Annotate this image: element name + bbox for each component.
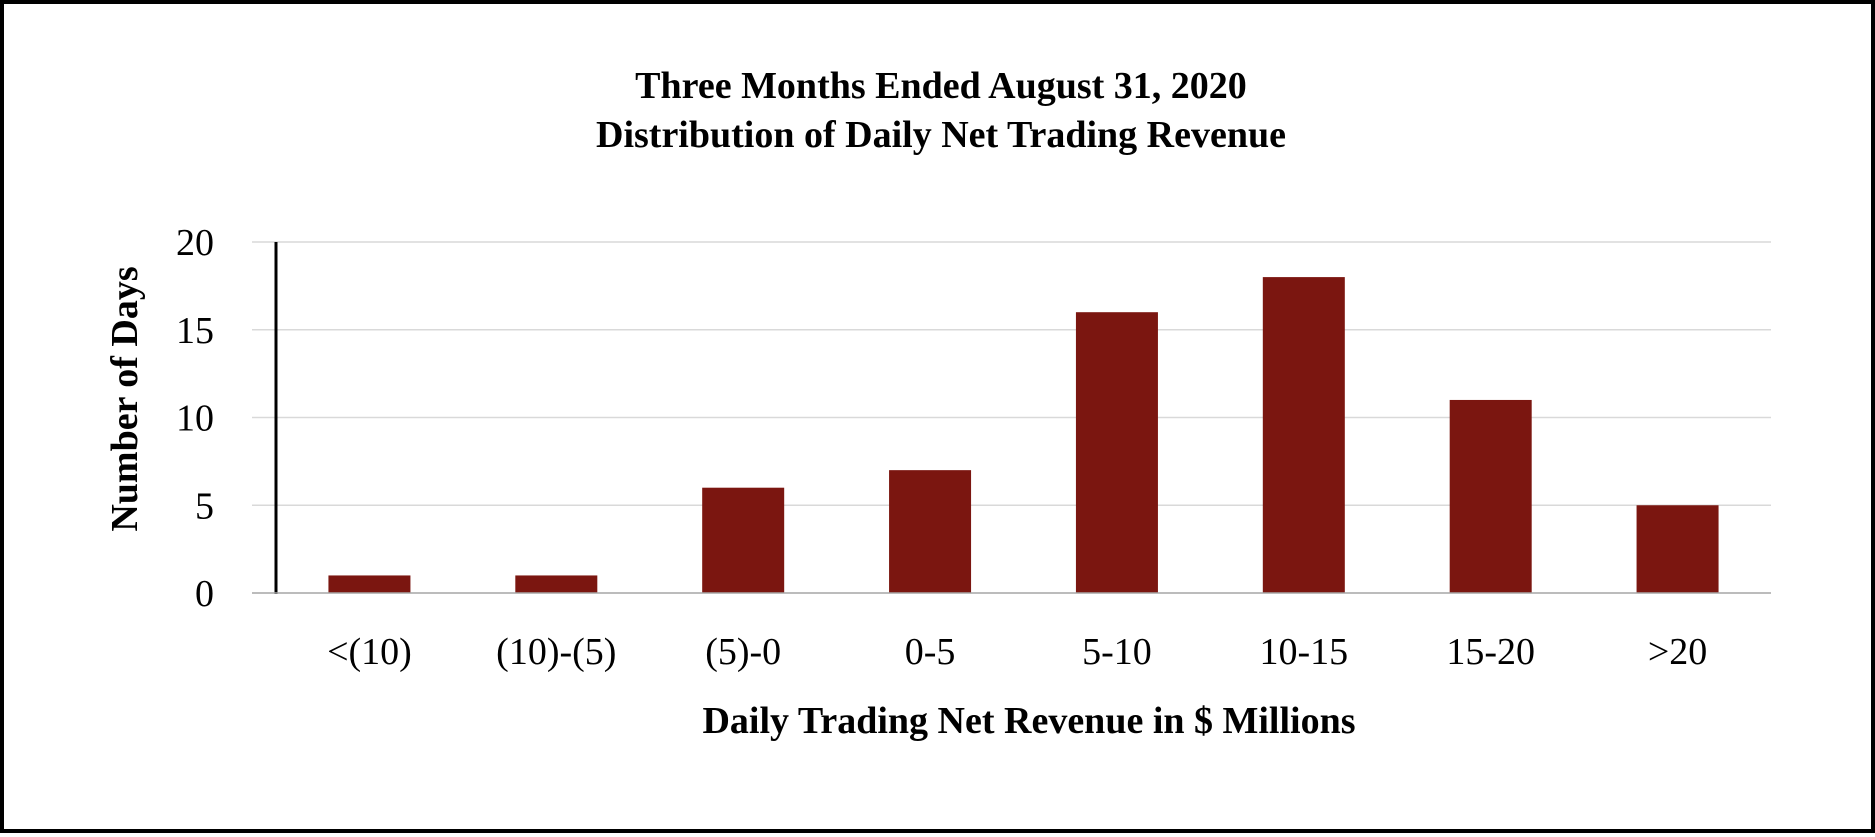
y-tick-label: 5 xyxy=(195,485,214,527)
bar-chart: Three Months Ended August 31, 2020 Distr… xyxy=(104,65,1771,742)
bar xyxy=(515,575,598,593)
bar xyxy=(1262,277,1345,593)
chart-subtitle: Distribution of Daily Net Trading Revenu… xyxy=(596,114,1286,156)
y-axis-title: Number of Days xyxy=(104,266,146,531)
y-tick-label: 20 xyxy=(176,222,214,264)
x-axis-title: Daily Trading Net Revenue in $ Millions xyxy=(702,700,1355,742)
x-category-labels: <(10) (10)-(5) (5)-0 0-5 5-10 10-15 15-20 >20 xyxy=(327,631,1707,673)
x-category-label: <(10) xyxy=(327,631,412,673)
y-tick-label: 0 xyxy=(195,573,214,615)
bar xyxy=(328,575,411,593)
x-category-label: 15-20 xyxy=(1446,631,1535,673)
x-category-label: 5-10 xyxy=(1082,631,1152,673)
x-category-label: 0-5 xyxy=(905,631,956,673)
bar xyxy=(702,487,785,593)
y-tick-label: 15 xyxy=(176,310,214,352)
y-tick-label: 10 xyxy=(176,398,214,440)
bar xyxy=(1075,312,1158,593)
x-category-label: >20 xyxy=(1648,631,1707,673)
bars xyxy=(328,277,1719,593)
x-category-label: 10-15 xyxy=(1259,631,1348,673)
x-category-label: (5)-0 xyxy=(705,631,781,673)
bar xyxy=(1449,399,1532,593)
bar xyxy=(1636,505,1719,593)
gridlines xyxy=(252,241,1771,506)
bar xyxy=(889,470,972,593)
y-tick-labels: 0 5 10 15 20 xyxy=(176,222,214,615)
chart-title: Three Months Ended August 31, 2020 xyxy=(635,65,1247,107)
x-category-label: (10)-(5) xyxy=(496,631,616,673)
